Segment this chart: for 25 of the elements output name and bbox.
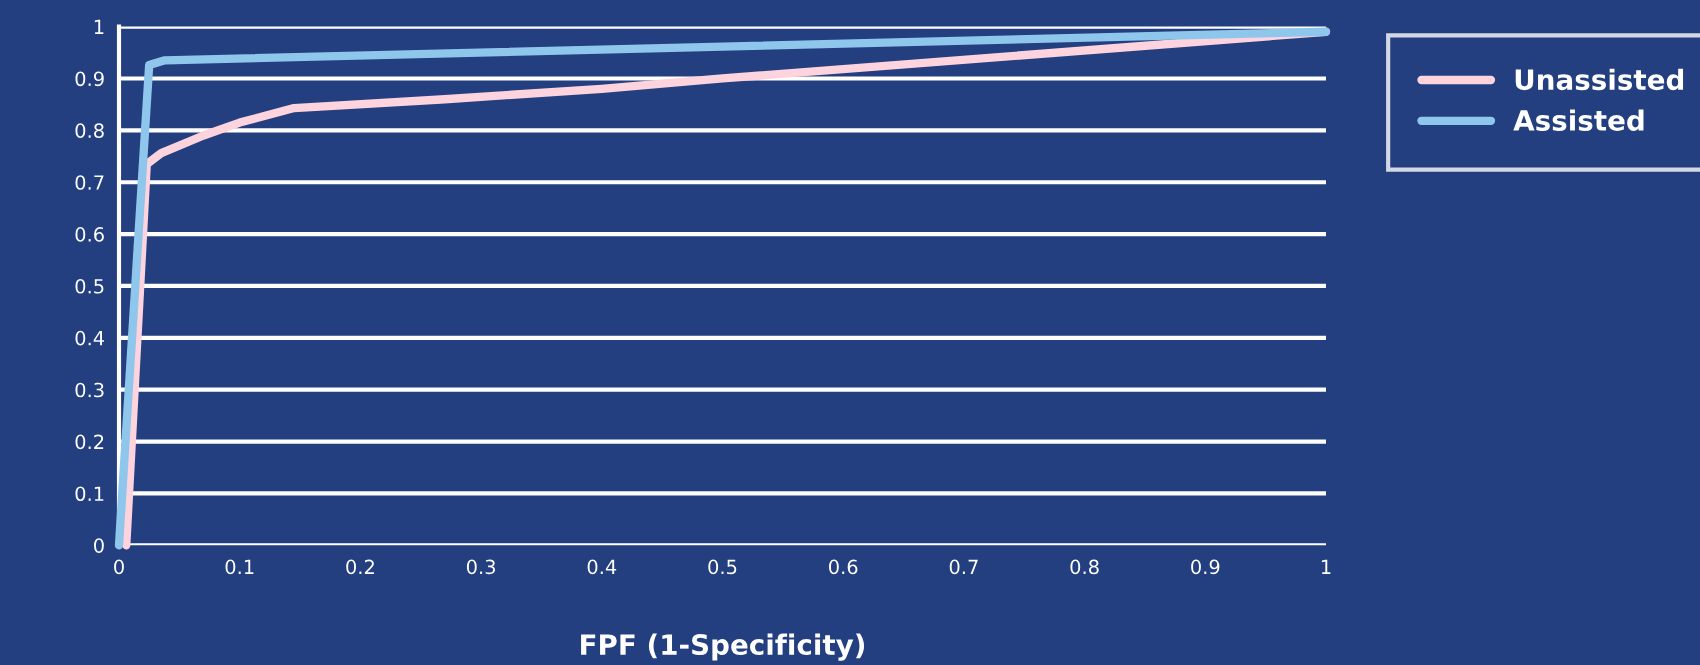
x-tick-label: 0.8 <box>1070 559 1099 575</box>
x-tick-label: 0.6 <box>829 559 858 575</box>
x-tick-label: 0.9 <box>1191 559 1220 575</box>
x-tick-label: 0.4 <box>587 559 617 575</box>
legend-label: Unassisted <box>1515 68 1684 91</box>
x-tick-label: 0.5 <box>708 559 737 575</box>
y-tick-label: 0.9 <box>75 71 104 87</box>
x-tick-label: 0.3 <box>466 559 495 575</box>
y-tick-label: 0.8 <box>75 123 104 138</box>
y-tick-label: 0.4 <box>75 330 105 346</box>
x-tick-label: 1 <box>1321 559 1331 574</box>
y-tick-label: 0.1 <box>75 486 104 502</box>
y-tick-label: 0.7 <box>75 175 104 190</box>
y-tick-label: 0.5 <box>75 278 104 294</box>
legend-label: Assisted <box>1513 109 1644 131</box>
y-tick-label: 0.3 <box>75 382 104 398</box>
y-tick-label: 0.2 <box>75 434 104 450</box>
y-tick-label: 0 <box>94 538 104 553</box>
x-tick-label: 0.2 <box>346 559 374 575</box>
x-axis-title: FPF (1-Specificity) <box>581 633 865 661</box>
y-tick-label: 1 <box>94 19 104 34</box>
x-tick-label: 0 <box>114 559 124 575</box>
y-tick-label: 0.6 <box>75 227 104 242</box>
x-tick-label: 0.1 <box>225 559 254 575</box>
x-tick-label: 0.7 <box>949 559 978 575</box>
